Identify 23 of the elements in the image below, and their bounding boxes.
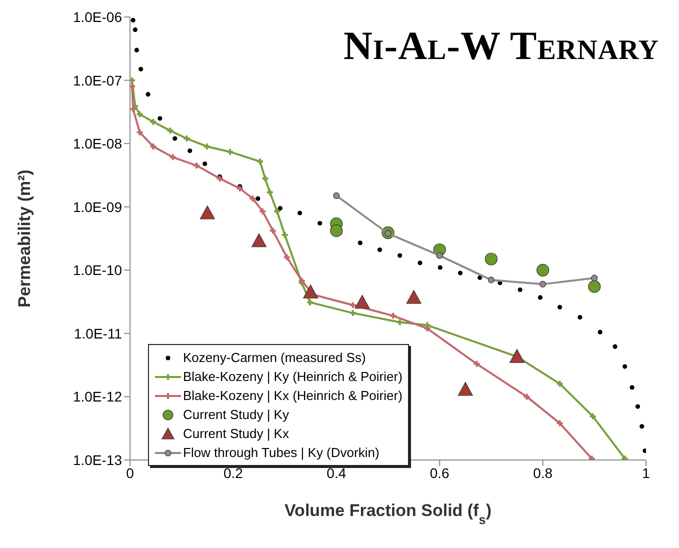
x-tick-label: 1 bbox=[642, 464, 650, 481]
legend-label: Blake-Kozeny | Kx (Heinrich & Poirier) bbox=[183, 388, 402, 403]
y-tick-label: 1.0E-07 bbox=[72, 72, 122, 88]
x-tick-label: 0.2 bbox=[223, 464, 244, 481]
x-tick-label: 0 bbox=[126, 464, 134, 481]
legend-label: Current Study | Ky bbox=[183, 407, 289, 422]
y-axis-title: Permeability (m²) bbox=[15, 170, 34, 308]
y-tick-label: 1.0E-13 bbox=[72, 452, 122, 468]
legend-label: Flow through Tubes | Ky (Dvorkin) bbox=[183, 445, 380, 460]
y-tick-label: 1.0E-12 bbox=[72, 388, 122, 405]
y-tick-label: 1.0E-06 bbox=[72, 8, 122, 25]
x-tick-label: 0.6 bbox=[430, 464, 450, 481]
chart-title: Ni-Al-W Ternary bbox=[343, 23, 659, 68]
x-tick-label: 0.4 bbox=[326, 464, 346, 481]
x-axis-title: Volume Fraction Solid (f$_{s}$) bbox=[284, 501, 492, 526]
y-tick-label: 1.0E-08 bbox=[72, 136, 122, 152]
legend-label: Kozeny-Carmen (measured Ss) bbox=[183, 350, 366, 365]
y-tick-label: 1.0E-11 bbox=[74, 325, 122, 342]
y-tick-label: 1.0E-10 bbox=[72, 262, 122, 278]
y-tick-label: 1.0E-09 bbox=[72, 198, 122, 215]
x-tick-label: 0.8 bbox=[533, 464, 553, 481]
legend-label: Blake-Kozeny | Ky (Heinrich & Poirier) bbox=[183, 369, 402, 384]
legend-label: Current Study | Kx bbox=[183, 426, 289, 441]
